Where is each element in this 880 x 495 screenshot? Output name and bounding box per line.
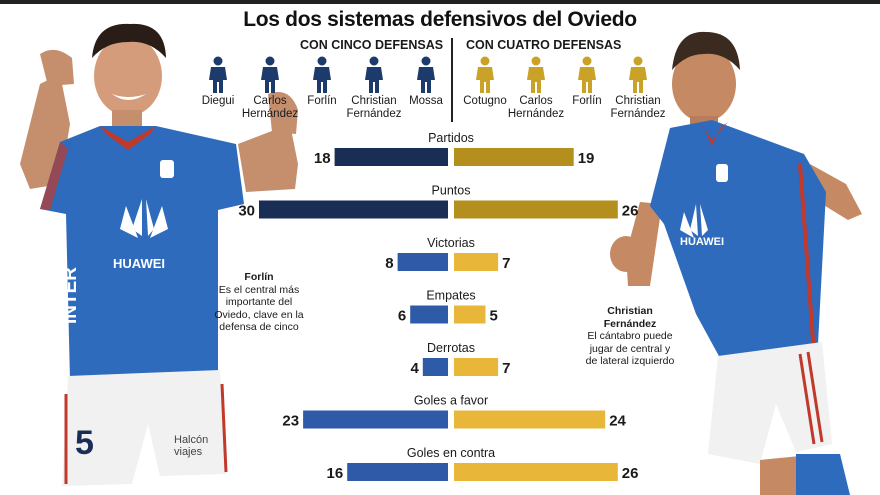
- caption-right-text: El cántabro puede jugar de central y de …: [585, 330, 675, 367]
- bar-five-defenders: [334, 148, 448, 166]
- player-figure-icon: [416, 56, 436, 94]
- player-figure-icon: [208, 56, 228, 94]
- system-five-label: CON CINCO DEFENSAS: [300, 38, 444, 52]
- category-label: Puntos: [432, 184, 471, 198]
- caption-left-text: Es el central más importante del Oviedo,…: [214, 283, 304, 334]
- category-label: Empates: [426, 289, 475, 303]
- left-shorts-number: 5: [75, 424, 94, 462]
- player-photo-christian-fernandez: HUAWEI: [600, 24, 880, 495]
- player-figure-icon: [475, 56, 495, 94]
- bar-five-defenders: [397, 253, 448, 271]
- bar-four-defenders: [454, 305, 486, 324]
- value-label-five: 4: [410, 360, 419, 377]
- bar-five-defenders: [303, 410, 448, 429]
- top-rule: [0, 0, 880, 4]
- value-label-four: 26: [622, 465, 639, 482]
- value-label-five: 18: [314, 150, 331, 167]
- left-jersey-sponsor: HUAWEI: [113, 256, 165, 271]
- player-figure-icon: [577, 56, 597, 94]
- bar-four-defenders: [454, 200, 618, 219]
- player-name: Carlos Hernández: [241, 95, 299, 120]
- player-photo-forlin: HUAWEI INTER 5 Halcón viajes: [0, 14, 300, 495]
- bar-five-defenders: [410, 305, 448, 324]
- category-label: Partidos: [428, 131, 474, 145]
- bar-four-defenders: [454, 410, 606, 429]
- bar-four-defenders: [454, 253, 499, 271]
- player-name: Christian Fernández: [610, 95, 666, 120]
- value-label-five: 16: [327, 465, 344, 482]
- caption-left: Forlín Es el central más importante del …: [212, 271, 306, 334]
- bar-four-defenders: [454, 358, 499, 376]
- system-divider: [451, 38, 453, 122]
- category-label: Goles a favor: [414, 394, 488, 408]
- value-label-four: 7: [502, 255, 510, 272]
- value-label-four: 19: [578, 150, 595, 167]
- player-figure-icon: [364, 56, 384, 94]
- player-figure-icon: [526, 56, 546, 94]
- bar-four-defenders: [454, 463, 618, 481]
- player-name: Carlos Hernández: [507, 95, 565, 120]
- value-label-four: 26: [622, 203, 639, 220]
- player-name: Forlín: [307, 95, 337, 107]
- value-label-four: 7: [502, 360, 510, 377]
- left-shorts-sponsor: Halcón viajes: [174, 434, 209, 458]
- player-name: Diegui: [201, 95, 235, 107]
- value-label-five: 8: [385, 255, 393, 272]
- player-name: Mossa: [409, 95, 443, 107]
- player-figure-icon: [260, 56, 280, 94]
- player-name: Christian Fernández: [346, 95, 402, 120]
- bar-four-defenders: [454, 148, 574, 166]
- category-label: Victorias: [427, 236, 475, 250]
- value-label-four: 5: [490, 308, 498, 325]
- bar-five-defenders: [347, 463, 448, 481]
- system-four-label: CON CUATRO DEFENSAS: [466, 38, 622, 52]
- caption-right-name: Christian Fernández: [603, 305, 657, 330]
- player-figure-icon: [628, 56, 648, 94]
- category-label: Goles en contra: [407, 446, 495, 460]
- bar-five-defenders: [422, 358, 448, 376]
- right-jersey-sponsor: HUAWEI: [680, 236, 724, 248]
- chart-title: Los dos sistemas defensivos del Oviedo: [243, 8, 637, 31]
- player-name: Cotugno: [463, 95, 507, 107]
- player-figure-icon: [312, 56, 332, 94]
- value-label-four: 24: [609, 413, 626, 430]
- category-label: Derrotas: [427, 341, 475, 355]
- value-label-five: 30: [238, 203, 255, 220]
- value-label-five: 23: [282, 413, 299, 430]
- caption-left-name: Forlín: [244, 271, 274, 283]
- bar-five-defenders: [259, 200, 448, 219]
- player-name: Forlín: [572, 95, 602, 107]
- caption-right: Christian Fernández El cántabro puede ju…: [585, 305, 675, 368]
- value-label-five: 6: [398, 308, 406, 325]
